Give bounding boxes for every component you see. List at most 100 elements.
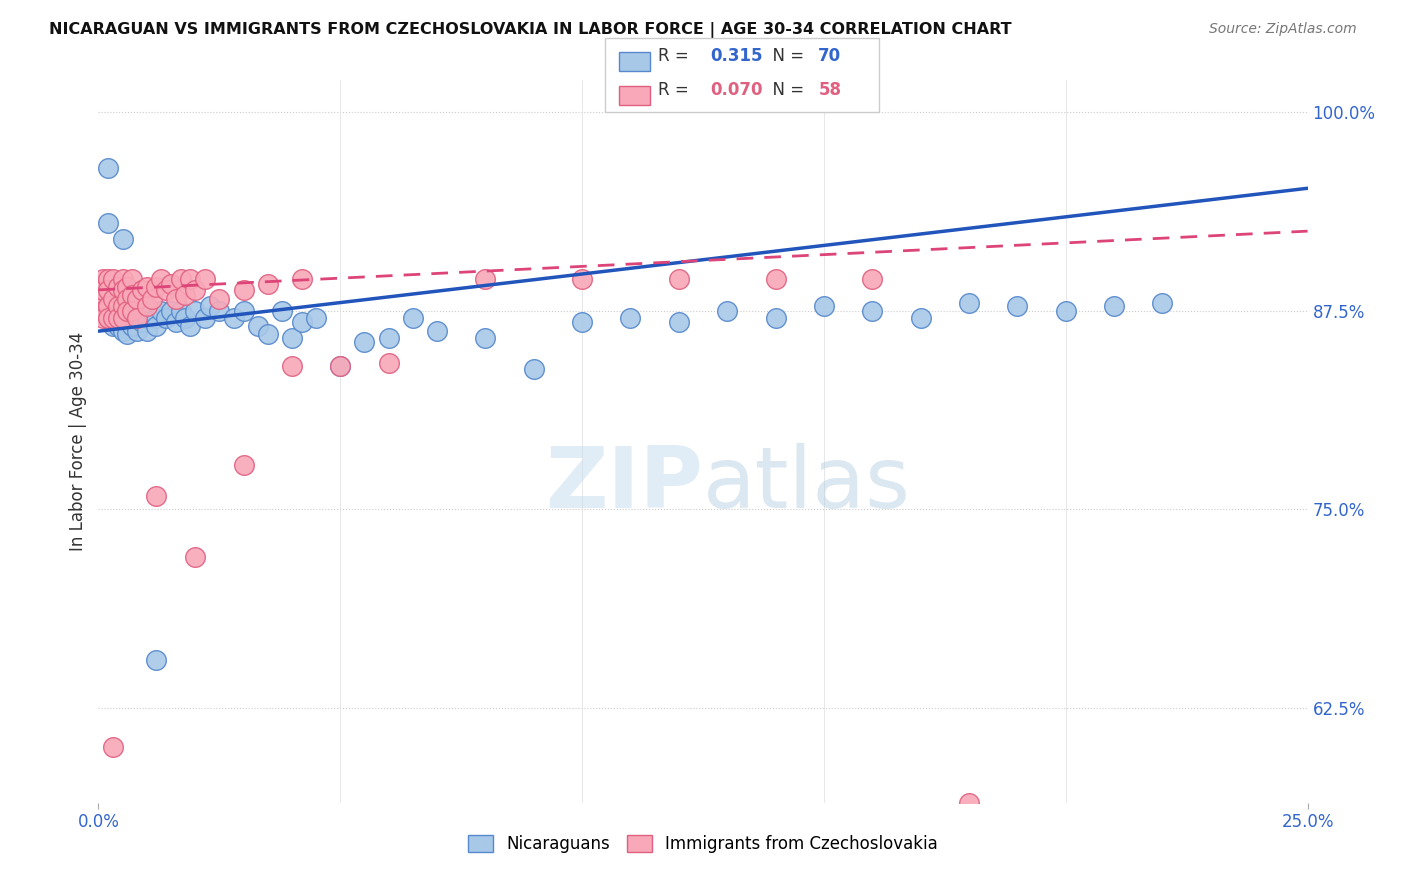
Point [97, 311, 120, 326]
Point [1102, 299, 1125, 313]
Point [150, 272, 173, 286]
Point [121, 272, 143, 286]
Point [208, 303, 231, 318]
Point [353, 335, 375, 350]
Point [402, 311, 425, 326]
Point [111, 311, 134, 326]
Point [426, 324, 449, 338]
Text: N =: N = [762, 47, 810, 65]
Point [256, 277, 278, 291]
Point [111, 299, 134, 313]
Point [135, 311, 157, 326]
Point [91, 293, 114, 307]
Point [232, 458, 254, 472]
Point [145, 311, 167, 326]
Point [174, 311, 197, 326]
Point [91, 272, 114, 286]
Point [910, 311, 932, 326]
Point [101, 311, 124, 326]
Point [127, 324, 149, 338]
Point [281, 359, 304, 373]
Point [716, 303, 738, 318]
Point [127, 311, 149, 326]
Point [179, 319, 201, 334]
Point [184, 303, 207, 318]
Point [145, 279, 167, 293]
Text: 70: 70 [818, 47, 841, 65]
Point [281, 330, 304, 344]
Point [121, 303, 143, 318]
Point [150, 303, 173, 318]
Point [127, 311, 149, 326]
Point [256, 327, 278, 342]
Point [121, 303, 143, 318]
Point [232, 283, 254, 297]
Point [160, 277, 183, 291]
Point [155, 311, 177, 326]
Point [145, 489, 167, 503]
Point [135, 324, 157, 338]
Text: R =: R = [658, 47, 699, 65]
Point [107, 311, 129, 326]
Point [117, 303, 139, 318]
Text: 58: 58 [818, 81, 841, 99]
Point [117, 327, 139, 342]
Point [101, 299, 124, 313]
Point [131, 303, 153, 318]
Point [571, 315, 593, 329]
Point [97, 311, 120, 326]
Point [174, 287, 197, 301]
Point [169, 303, 191, 318]
Point [668, 272, 690, 286]
Point [1152, 295, 1174, 310]
Point [101, 293, 124, 307]
Text: N =: N = [762, 81, 810, 99]
Point [111, 299, 134, 313]
Point [860, 272, 883, 286]
Point [131, 315, 153, 329]
Point [155, 283, 177, 297]
Point [97, 303, 120, 318]
Text: Source: ZipAtlas.com: Source: ZipAtlas.com [1209, 22, 1357, 37]
Point [169, 272, 191, 286]
Point [184, 283, 207, 297]
Point [165, 293, 187, 307]
Point [957, 796, 980, 810]
Point [91, 311, 114, 326]
Point [117, 315, 139, 329]
Point [101, 740, 124, 755]
Text: ZIP: ZIP [546, 443, 703, 526]
Point [135, 299, 157, 313]
Point [141, 303, 163, 318]
Point [222, 311, 245, 326]
Point [107, 311, 129, 326]
Point [1054, 303, 1077, 318]
Point [860, 303, 883, 318]
Point [194, 311, 217, 326]
Point [271, 303, 294, 318]
Point [765, 272, 787, 286]
Point [107, 319, 129, 334]
Text: R =: R = [658, 81, 699, 99]
Point [813, 299, 835, 313]
Point [290, 272, 312, 286]
Point [377, 330, 399, 344]
Point [127, 293, 149, 307]
Point [145, 319, 167, 334]
Point [101, 308, 124, 322]
Point [91, 303, 114, 318]
Point [179, 272, 201, 286]
Point [329, 359, 352, 373]
Point [160, 303, 183, 318]
Legend: Nicaraguans, Immigrants from Czechoslovakia: Nicaraguans, Immigrants from Czechoslova… [461, 828, 945, 860]
Point [121, 319, 143, 334]
Point [121, 287, 143, 301]
Point [91, 293, 114, 307]
Point [232, 303, 254, 318]
Point [111, 324, 134, 338]
Point [474, 272, 496, 286]
Point [97, 272, 120, 286]
Point [131, 283, 153, 297]
Y-axis label: In Labor Force | Age 30-34: In Labor Force | Age 30-34 [69, 332, 87, 551]
Point [474, 330, 496, 344]
